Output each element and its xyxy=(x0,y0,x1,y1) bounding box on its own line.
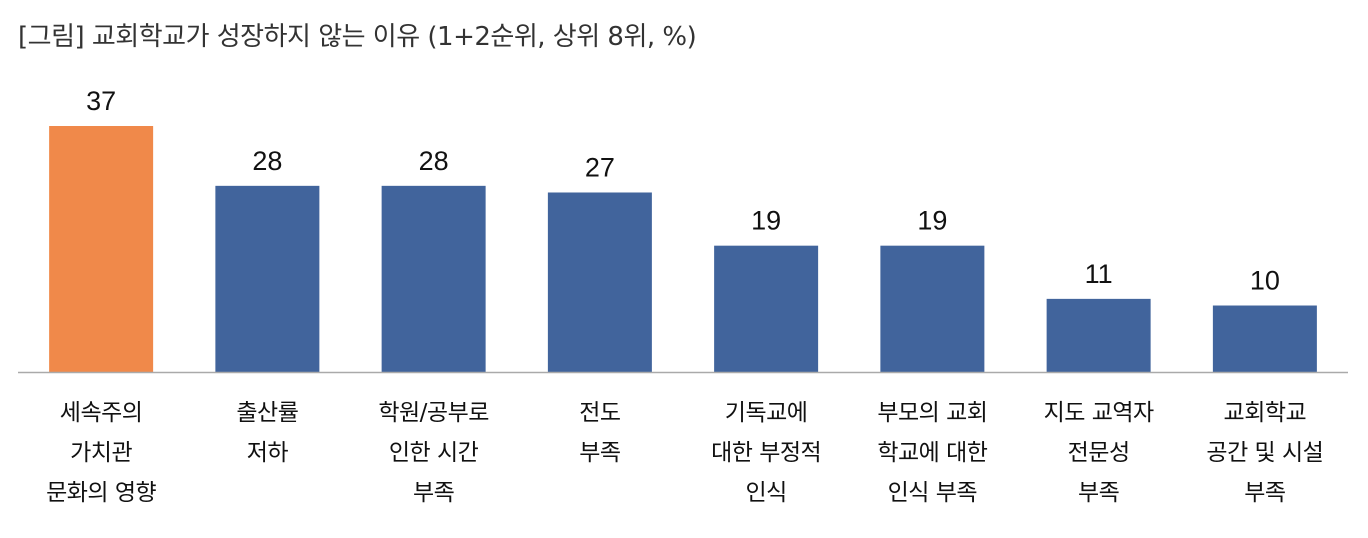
bar-2 xyxy=(215,185,320,372)
bar-7 xyxy=(1046,298,1151,372)
category-label-3: 학원/공부로 인한 시간 부족 xyxy=(378,400,489,506)
bar-6 xyxy=(880,245,985,372)
category-label-7: 지도 교역자 전문성 부족 xyxy=(1044,400,1154,506)
category-label-5: 기독교에 대한 부정적 인식 xyxy=(711,400,821,506)
bars-group xyxy=(49,126,1317,372)
value-label-7: 11 xyxy=(1085,259,1113,289)
value-label-1: 37 xyxy=(86,86,116,116)
value-labels-group: 37 28 28 27 19 19 11 10 xyxy=(86,86,1280,296)
category-label-4: 전도 부족 xyxy=(579,400,620,466)
value-label-5: 19 xyxy=(751,206,781,236)
category-label-6: 부모의 교회 학교에 대한 인식 부족 xyxy=(877,400,987,506)
category-label-2: 출산률 저하 xyxy=(236,400,298,466)
category-labels-group: 세속주의 가치관 문화의 영향 출산률 저하 학원/공부로 인한 시간 부족 전도 부족 기독교에 대… xyxy=(46,400,1324,506)
bar-4 xyxy=(547,192,652,372)
chart-title: [그림] 교회학교가 성장하지 않는 이유 (1+2순위, 상위 8위, %) xyxy=(18,22,697,52)
value-label-3: 28 xyxy=(419,146,449,176)
bar-1 xyxy=(49,126,154,372)
category-label-1: 세속주의 가치관 문화의 영향 xyxy=(46,400,156,506)
bar-3 xyxy=(381,185,486,372)
value-label-4: 27 xyxy=(585,152,615,182)
value-label-2: 28 xyxy=(252,146,282,176)
value-label-6: 19 xyxy=(917,206,947,236)
bar-5 xyxy=(714,245,819,372)
bar-8 xyxy=(1212,305,1317,372)
category-label-8: 교회학교 공간 및 시설 부족 xyxy=(1206,400,1323,506)
value-label-8: 10 xyxy=(1250,266,1280,296)
